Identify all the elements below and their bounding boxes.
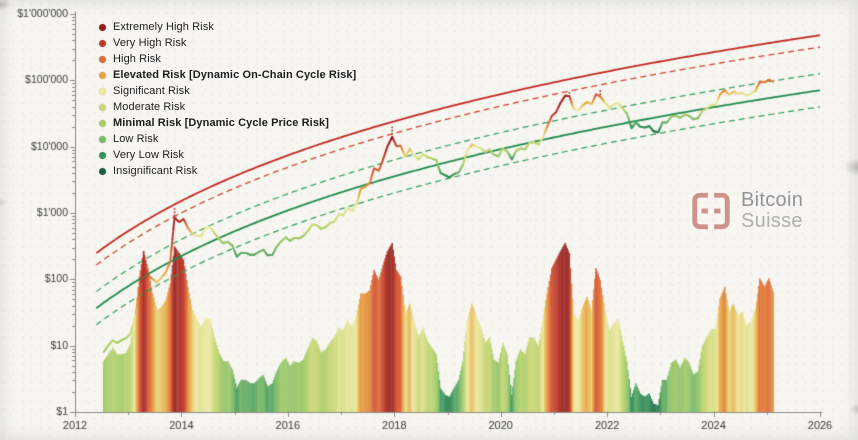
legend-item: High Risk xyxy=(99,51,356,67)
legend-label: Very Low Risk xyxy=(113,149,184,161)
legend-label: Elevated Risk [Dynamic On-Chain Cycle Ri… xyxy=(113,69,357,81)
legend-item: Extremely High Risk xyxy=(99,19,356,35)
legend-color-dot xyxy=(99,103,106,111)
legend-color-dot xyxy=(99,71,106,79)
brand-name-line1: Bitcoin xyxy=(741,189,804,211)
legend-label: Minimal Risk [Dynamic Cycle Price Risk] xyxy=(113,117,330,129)
legend-color-dot xyxy=(99,119,106,127)
legend-label: Low Risk xyxy=(113,133,159,145)
legend-item: Significant Risk xyxy=(99,83,356,99)
bitcoin-suisse-watermark: Bitcoin Suisse xyxy=(690,189,803,233)
legend-color-dot xyxy=(99,87,106,95)
legend-item: Minimal Risk [Dynamic Cycle Price Risk] xyxy=(99,115,356,131)
legend-color-dot xyxy=(99,151,106,159)
legend-item: Very Low Risk xyxy=(99,147,356,163)
legend-label: Extremely High Risk xyxy=(113,21,214,33)
legend-item: Insignificant Risk xyxy=(99,163,356,179)
legend-color-dot xyxy=(99,39,106,47)
legend-color-dot xyxy=(99,167,106,175)
legend-label: Insignificant Risk xyxy=(113,165,198,177)
legend-item: Moderate Risk xyxy=(99,99,356,115)
legend-label: High Risk xyxy=(113,53,161,65)
bitcoin-suisse-logo-icon xyxy=(692,192,730,230)
legend-color-dot xyxy=(99,135,106,143)
legend-color-dot xyxy=(99,55,106,63)
legend-color-dot xyxy=(99,23,106,31)
brand-name-line2: Suisse xyxy=(741,210,803,232)
legend-label: Moderate Risk xyxy=(113,101,186,113)
legend-item: Low Risk xyxy=(99,131,356,147)
legend-item: Elevated Risk [Dynamic On-Chain Cycle Ri… xyxy=(99,67,356,83)
legend-item: Very High Risk xyxy=(99,35,356,51)
legend-label: Very High Risk xyxy=(113,37,187,49)
legend-label: Significant Risk xyxy=(113,85,190,97)
brand-name: Bitcoin Suisse xyxy=(741,190,803,232)
legend: Extremely High Risk Very High Risk High Ri… xyxy=(99,19,356,179)
